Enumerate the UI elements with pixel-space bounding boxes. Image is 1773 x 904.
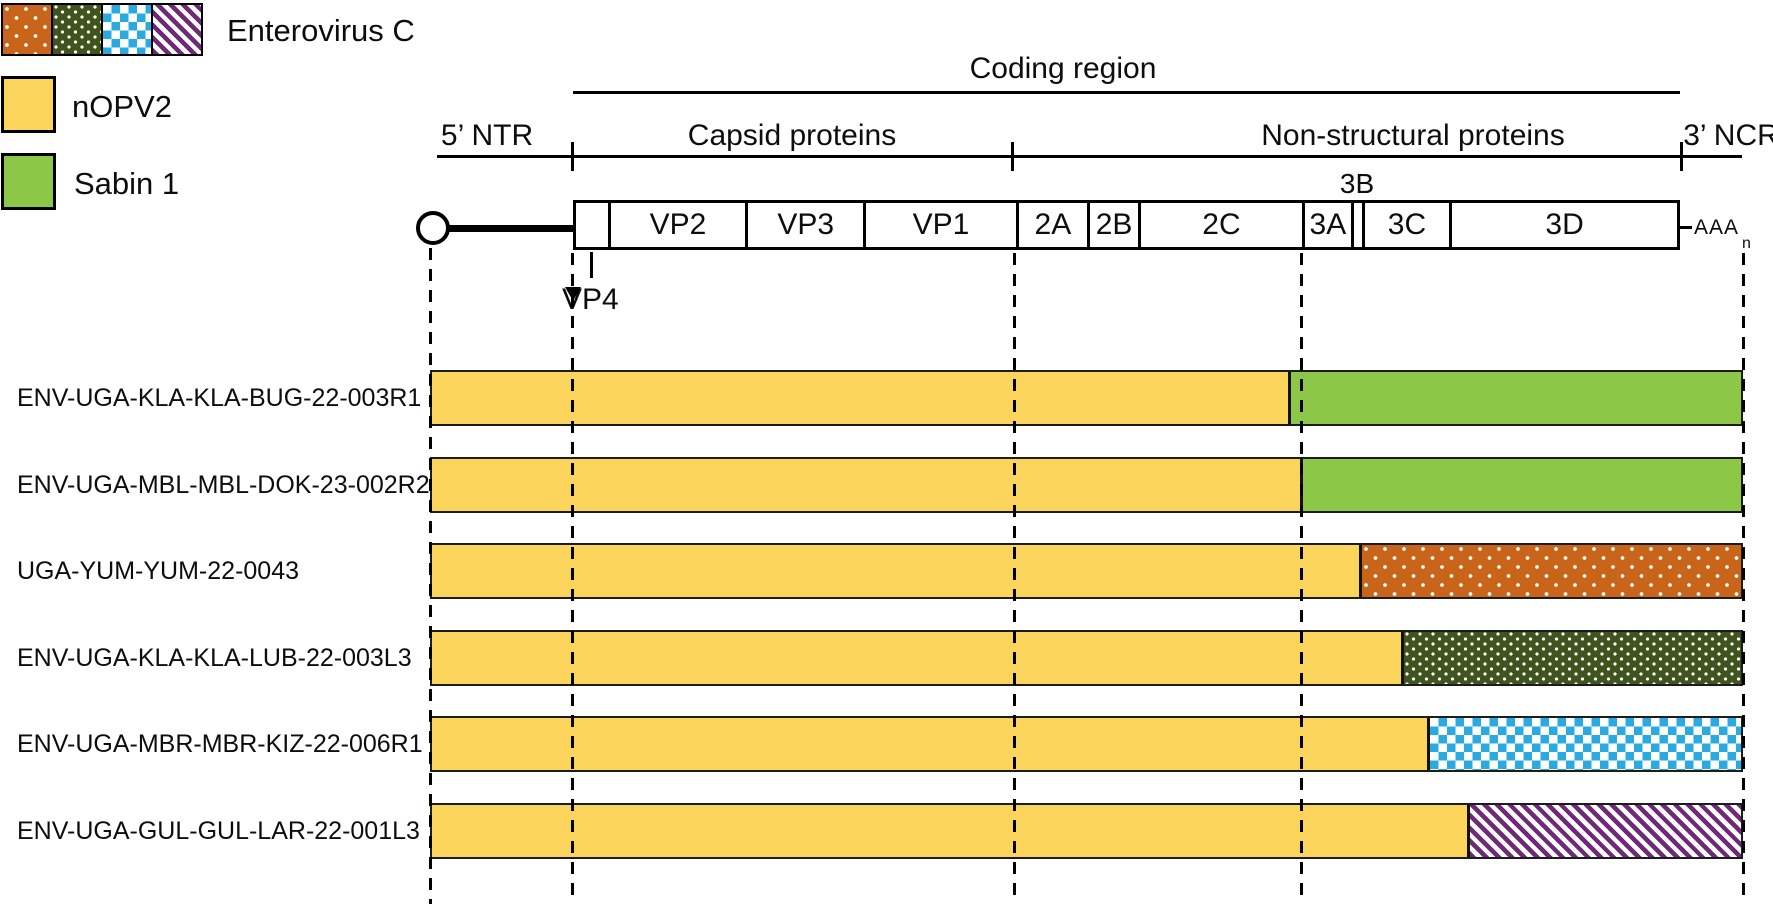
genome-segment-3C: 3C (1361, 203, 1450, 247)
donor-region-orange-dots (1358, 545, 1741, 598)
legend-swatch-nopv2 (1, 76, 56, 133)
legend-swatch-blue-checker (101, 3, 153, 56)
donor-region-solid-green (1288, 372, 1741, 424)
genome-bar-5 (430, 716, 1743, 773)
region-tick-ns-3ncr (1680, 142, 1683, 171)
sample-label-1: ENV-UGA-KLA-KLA-BUG-22-003R1 (17, 384, 422, 412)
genome-bar-2 (430, 456, 1743, 513)
legend-swatch-orange-dots (1, 3, 53, 56)
donor-region-blue-checker (1426, 718, 1741, 771)
genome-segment-VP3: VP3 (745, 203, 863, 247)
sample-label-4: ENV-UGA-KLA-KLA-LUB-22-003L3 (17, 643, 412, 672)
region-line (437, 155, 1742, 158)
genome-segment-2A: 2A (1015, 203, 1088, 247)
guide-line-2 (1012, 253, 1016, 904)
vp4-arrow-icon (565, 287, 581, 301)
genome-segment-VP1: VP1 (863, 203, 1015, 247)
polya-subscript: n (1742, 235, 1751, 252)
genome-bar-3 (430, 543, 1743, 600)
nonstructural-proteins-label: Non-structural proteins (1261, 119, 1565, 152)
legend-swatch-purple-stripes (151, 3, 203, 56)
threeb-label: 3B (1339, 168, 1375, 199)
genome-segment-3A: 3A (1302, 203, 1351, 247)
legend-label-enterovirus-c: Enterovirus C (227, 13, 415, 48)
genome-segment-VP2: VP2 (607, 203, 745, 247)
legend-swatch-darkgreen-dots (51, 3, 103, 56)
polya-tick (1679, 226, 1692, 229)
sample-label-2: ENV-UGA-MBL-MBL-DOK-23-002R2 (17, 470, 430, 499)
enterovirus-swatches (1, 3, 203, 56)
genome-bar-4 (430, 629, 1743, 686)
genome-bar-6 (430, 803, 1743, 859)
donor-region-purple-stripes (1467, 805, 1741, 857)
five-prime-cap-circle (416, 211, 450, 245)
genome-segment-3B (1350, 203, 1362, 247)
vp4-pointer-line (590, 252, 593, 278)
genome-bar-1 (430, 370, 1743, 426)
sample-label-5: ENV-UGA-MBR-MBR-KIZ-22-006R1 (17, 730, 423, 759)
capsid-proteins-label: Capsid proteins (687, 119, 897, 152)
legend-label-nopv2: nOPV2 (72, 89, 172, 124)
five-ntr-line (433, 225, 573, 232)
five-ntr-label: 5’ NTR (440, 119, 534, 152)
sample-label-3: UGA-YUM-YUM-22-0043 (17, 557, 300, 586)
region-tick-capsid-ns (1011, 142, 1014, 171)
genome-box: VP2 VP3 VP1 2A 2B 2C 3A 3C 3D (573, 200, 1680, 250)
guide-line-1 (571, 253, 575, 904)
genome-segment-VP4 (576, 203, 608, 247)
region-tick-coding-start (571, 142, 574, 171)
donor-region-darkgreen-dots (1400, 631, 1741, 684)
donor-region-solid-green (1299, 458, 1741, 511)
genome-segment-2C: 2C (1137, 203, 1302, 247)
legend-swatch-sabin1 (1, 153, 56, 210)
coding-region-label: Coding region (969, 52, 1157, 85)
guide-line-4 (1741, 253, 1745, 904)
sample-label-6: ENV-UGA-GUL-GUL-LAR-22-001L3 (17, 817, 420, 845)
genome-segment-3D: 3D (1449, 203, 1677, 247)
guide-line-0 (428, 248, 432, 904)
coding-region-line (573, 91, 1680, 94)
three-ncr-label: 3’ NCR (1683, 119, 1773, 152)
polya-label: AAA (1694, 216, 1740, 239)
legend-label-sabin1: Sabin 1 (74, 166, 180, 201)
guide-line-3 (1300, 253, 1304, 904)
genome-segment-2B: 2B (1087, 203, 1138, 247)
